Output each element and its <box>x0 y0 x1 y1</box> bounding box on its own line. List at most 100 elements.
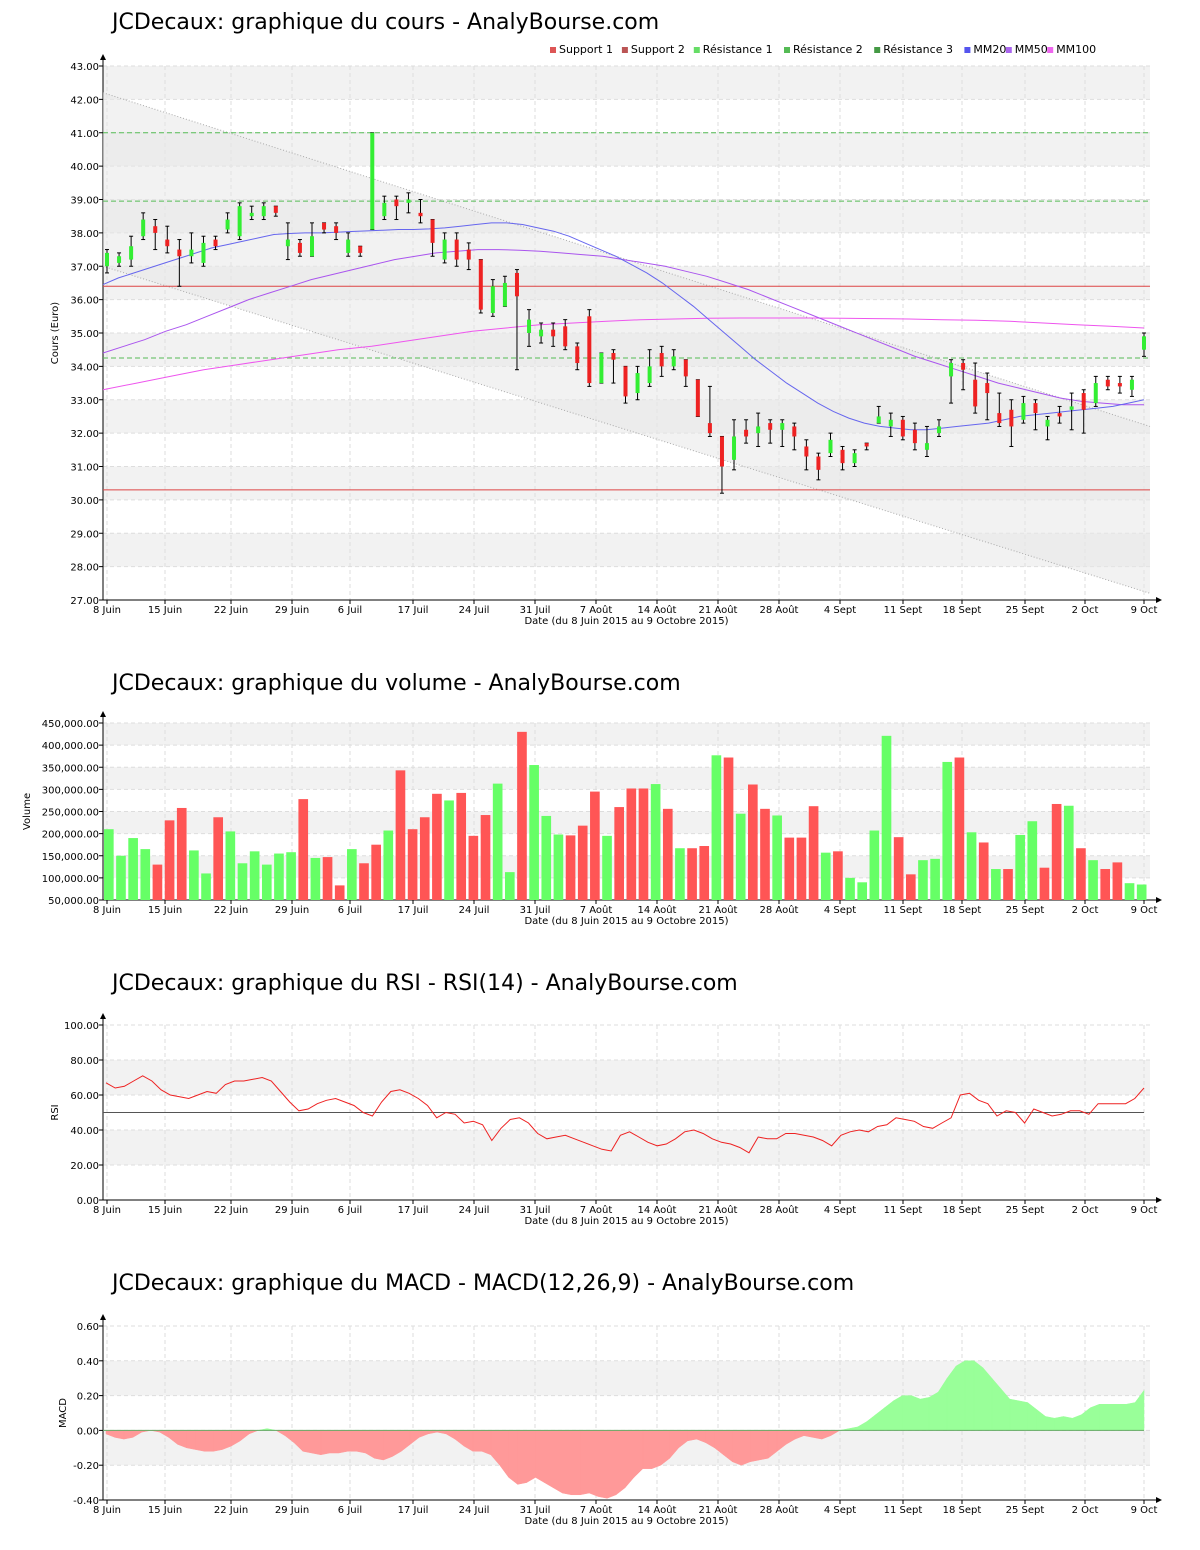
macd-y-axis-arrow <box>100 1314 106 1320</box>
candle-body <box>949 363 954 377</box>
legend-swatch <box>1005 47 1012 53</box>
candle-body <box>285 239 290 247</box>
volume-ytick-label: 200,000.00 <box>42 830 99 841</box>
volume-bar <box>419 817 430 900</box>
volume-bar <box>723 757 734 900</box>
candle-body <box>707 423 712 434</box>
candle-body <box>273 206 278 213</box>
volume-bar <box>687 848 697 900</box>
candle-body <box>1057 413 1062 417</box>
volume-xtick-label: 9 Oct <box>1131 905 1158 916</box>
candle-body <box>961 363 966 370</box>
candle-body <box>466 249 471 260</box>
macd-xtick-label: 2 Oct <box>1072 1505 1099 1516</box>
macd-ytick-label: 0.60 <box>77 1322 99 1333</box>
volume-bar <box>1124 883 1135 900</box>
volume-chart-title: JCDecaux: graphique du volume - AnalyBou… <box>112 671 681 696</box>
candle-body <box>430 219 435 243</box>
rsi-x-axis-label: Date (du 8 Juin 2015 au 9 Octobre 2015) <box>524 1216 728 1227</box>
price-ytick-label: 41.00 <box>70 129 99 140</box>
legend-item: Support 2 <box>631 43 685 56</box>
macd-x-axis-label: Date (du 8 Juin 2015 au 9 Octobre 2015) <box>524 1516 728 1527</box>
price-y-axis-arrow <box>100 54 106 60</box>
volume-xtick-label: 8 Juin <box>93 905 121 916</box>
candle-body <box>744 429 749 437</box>
price-xtick-label: 4 Sept <box>824 605 856 616</box>
volume-bar <box>492 783 503 900</box>
price-ytick-label: 35.00 <box>70 329 99 340</box>
candle-body <box>1021 403 1026 420</box>
volume-bar <box>638 788 649 900</box>
volume-bar <box>833 851 843 900</box>
candle-body <box>1142 336 1146 350</box>
candle-body <box>1105 379 1110 387</box>
rsi-xtick-label: 18 Sept <box>943 1205 982 1216</box>
macd-xtick-label: 14 Août <box>638 1504 677 1516</box>
volume-bar <box>128 838 138 900</box>
candle-body <box>1129 379 1134 390</box>
legend-item: Support 1 <box>559 43 613 56</box>
macd-xtick-label: 11 Sept <box>884 1505 923 1516</box>
candle-body <box>1081 393 1086 410</box>
candle-body <box>828 439 833 454</box>
price-xtick-label: 28 Août <box>760 604 799 616</box>
rsi-y-axis-label: RSI <box>50 1104 61 1120</box>
macd-xtick-label: 4 Sept <box>824 1505 856 1516</box>
macd-xtick-label: 25 Sept <box>1006 1505 1045 1516</box>
volume-bar <box>954 757 965 900</box>
volume-bar <box>517 731 527 900</box>
price-ytick-label: 42.00 <box>70 95 99 106</box>
price-ytick-label: 40.00 <box>70 162 99 173</box>
rsi-xtick-label: 11 Sept <box>884 1205 923 1216</box>
price-ytick-label: 28.00 <box>70 563 99 574</box>
price-xtick-label: 18 Sept <box>943 605 982 616</box>
volume-bar <box>468 835 479 900</box>
volume-bar <box>918 860 928 900</box>
volume-bar <box>1100 869 1111 900</box>
rsi-xtick-label: 24 Juil <box>459 1205 490 1216</box>
rsi-band <box>103 1060 1150 1095</box>
candle-body <box>334 226 339 233</box>
candle-body <box>1117 383 1122 387</box>
candle-body <box>153 226 158 233</box>
volume-xtick-label: 11 Sept <box>884 905 923 916</box>
volume-xtick-label: 2 Oct <box>1072 905 1099 916</box>
rsi-xtick-label: 15 Juin <box>148 1205 182 1216</box>
candle-body <box>322 222 327 230</box>
volume-ytick-label: 450,000.00 <box>42 719 99 730</box>
volume-ytick-label: 350,000.00 <box>42 763 99 774</box>
price-ytick-label: 37.00 <box>70 262 99 273</box>
candle-body <box>370 132 375 230</box>
candle-body <box>129 246 134 260</box>
rsi-line <box>105 1075 1145 1154</box>
candle-body <box>599 353 604 384</box>
volume-bar <box>772 815 782 900</box>
volume-ytick-label: 50,000.00 <box>48 896 99 907</box>
volume-bar <box>225 831 236 900</box>
volume-y-axis-label: Volume <box>22 793 33 830</box>
candle-body <box>225 219 230 230</box>
price-ytick-label: 33.00 <box>70 396 99 407</box>
rsi-ytick-label: 20.00 <box>70 1161 99 1172</box>
volume-bar <box>249 851 260 900</box>
legend-swatch <box>874 47 881 53</box>
candle-body <box>1009 409 1014 427</box>
volume-xtick-label: 14 Août <box>638 904 677 916</box>
price-ytick-label: 36.00 <box>70 296 99 307</box>
price-x-axis-label: Date (du 8 Juin 2015 au 9 Octobre 2015) <box>524 616 728 627</box>
macd-ytick-label: 0.20 <box>77 1392 99 1403</box>
price-chart-title: JCDecaux: graphique du cours - AnalyBour… <box>112 10 660 35</box>
candle-body <box>309 236 314 257</box>
macd-ytick-label: -0.20 <box>73 1461 99 1472</box>
volume-bar <box>334 885 345 900</box>
macd-chart: -0.40 -0.20 0.00 0.20 0.40 0.60 8 Juin 15 Juin 2… <box>58 1314 1162 1527</box>
volume-bar <box>614 807 624 900</box>
price-xtick-label: 14 Août <box>638 604 677 616</box>
volume-bar <box>152 864 163 900</box>
volume-bar <box>881 735 892 900</box>
rsi-xtick-label: 7 Août <box>580 1204 613 1216</box>
macd-xtick-label: 31 Juil <box>520 1505 551 1516</box>
candle-body <box>852 453 857 464</box>
volume-bar <box>699 846 710 900</box>
candle-body <box>683 359 688 377</box>
